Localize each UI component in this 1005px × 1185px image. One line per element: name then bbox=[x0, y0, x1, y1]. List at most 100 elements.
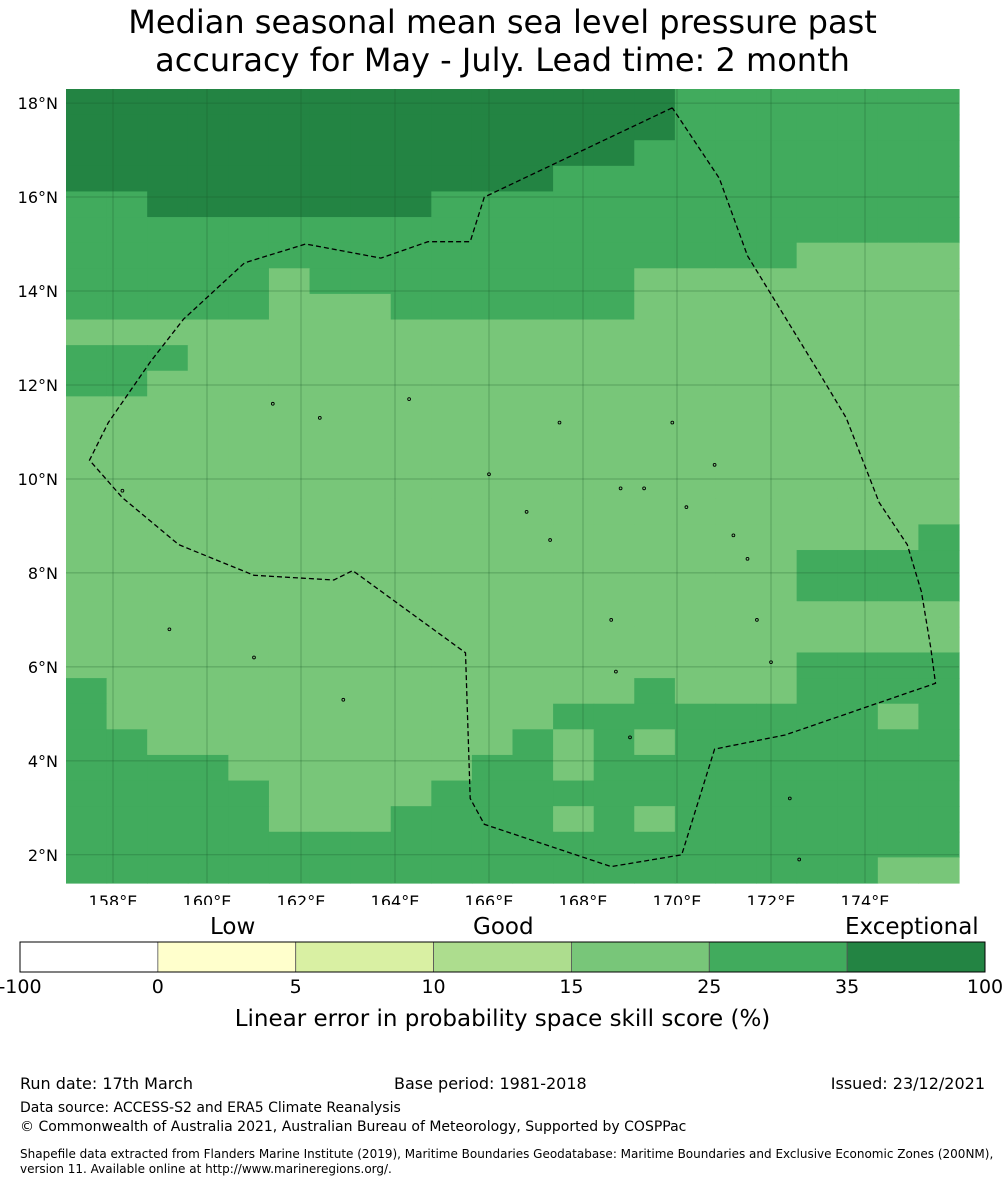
grid-cell bbox=[837, 780, 879, 807]
grid-cell bbox=[837, 140, 879, 167]
grid-cell bbox=[674, 678, 717, 705]
grid-cell bbox=[390, 524, 432, 551]
grid-cell bbox=[553, 754, 595, 782]
grid-cell bbox=[350, 831, 392, 858]
island-speck bbox=[618, 486, 623, 491]
grid-cell bbox=[268, 678, 311, 705]
colorbar-segment bbox=[708, 941, 848, 973]
grid-cell bbox=[715, 780, 757, 807]
grid-cell bbox=[471, 473, 514, 500]
grid-cell bbox=[593, 345, 635, 372]
grid-cell bbox=[471, 550, 514, 577]
colorbar-segment bbox=[433, 941, 572, 973]
grid-cell bbox=[309, 703, 351, 730]
island-speck bbox=[252, 655, 256, 660]
colorbar-label-low: Low bbox=[210, 914, 256, 940]
y-tick-label: 6°N bbox=[28, 658, 58, 677]
grid-cell bbox=[918, 831, 960, 858]
grid-cell bbox=[715, 857, 757, 884]
grid-cell bbox=[796, 703, 838, 730]
grid-cell bbox=[309, 293, 351, 321]
x-tick-label: 160°E bbox=[183, 892, 232, 905]
grid-cell bbox=[431, 421, 473, 449]
grid-cell bbox=[918, 626, 960, 654]
grid-cell bbox=[512, 268, 554, 295]
grid-cell bbox=[431, 729, 473, 756]
grid-cell bbox=[471, 498, 514, 526]
grid-cell bbox=[756, 575, 798, 602]
grid-cell bbox=[309, 242, 351, 269]
grid-cell bbox=[634, 626, 676, 654]
grid-cell bbox=[471, 652, 514, 679]
grid-cell bbox=[309, 729, 351, 756]
grid-cell bbox=[877, 140, 920, 167]
grid-cell bbox=[877, 242, 920, 269]
grid-cell bbox=[674, 268, 717, 295]
grid-cell bbox=[756, 165, 798, 193]
grid-cell bbox=[390, 89, 432, 116]
grid-cell bbox=[674, 217, 717, 244]
grid-cell bbox=[553, 550, 595, 577]
grid-cell bbox=[512, 217, 554, 244]
grid-cell bbox=[512, 575, 554, 602]
grid-cell bbox=[756, 857, 798, 884]
grid-cell bbox=[187, 754, 229, 782]
grid-cell bbox=[796, 140, 838, 167]
grid-cell bbox=[66, 550, 108, 577]
grid-cell bbox=[593, 652, 635, 679]
grid-cell bbox=[553, 703, 595, 730]
grid-cell bbox=[228, 140, 270, 167]
grid-cell bbox=[147, 242, 189, 269]
grid-cell bbox=[553, 806, 595, 833]
grid-cell bbox=[187, 524, 229, 551]
grid-cell bbox=[471, 89, 514, 116]
island-speck bbox=[731, 533, 736, 538]
grid-cell bbox=[390, 498, 432, 526]
grid-cell bbox=[553, 345, 595, 372]
grid-cell bbox=[350, 345, 392, 372]
island-speck bbox=[487, 472, 491, 477]
grid-cell bbox=[147, 165, 189, 193]
island-speck bbox=[712, 463, 717, 467]
grid-cell bbox=[634, 524, 676, 551]
grid-cell bbox=[877, 626, 920, 654]
grid-cell bbox=[147, 473, 189, 500]
grid-cell bbox=[634, 498, 676, 526]
grid-cell bbox=[634, 754, 676, 782]
grid-cell bbox=[674, 601, 717, 628]
grid-cell bbox=[66, 754, 108, 782]
grid-cell bbox=[715, 754, 757, 782]
grid-cell bbox=[837, 857, 879, 884]
grid-cell bbox=[796, 831, 838, 858]
grid-cell bbox=[553, 498, 595, 526]
grid-cell bbox=[350, 396, 392, 423]
grid-cell bbox=[268, 293, 311, 321]
grid-cell bbox=[593, 396, 635, 423]
grid-cell bbox=[66, 421, 108, 449]
grid-cell bbox=[309, 806, 351, 833]
grid-cell bbox=[796, 89, 838, 116]
grid-cell bbox=[66, 217, 108, 244]
grid-cell bbox=[228, 524, 270, 551]
colorbar-segment bbox=[157, 941, 297, 973]
grid-cell bbox=[512, 703, 554, 730]
grid-cell bbox=[877, 89, 920, 116]
grid-cell bbox=[553, 652, 595, 679]
grid-cell bbox=[918, 191, 960, 218]
grid-cell bbox=[593, 575, 635, 602]
colorbar-tick-label: 35 bbox=[835, 976, 860, 998]
grid-cell bbox=[756, 831, 798, 858]
grid-cell bbox=[187, 345, 229, 372]
grid-cell bbox=[512, 396, 554, 423]
grid-cell bbox=[431, 114, 473, 141]
grid-cell bbox=[350, 473, 392, 500]
grid-cell bbox=[106, 498, 148, 526]
colorbar-segment bbox=[295, 941, 434, 973]
grid-cell bbox=[147, 319, 189, 346]
grid-cell bbox=[431, 345, 473, 372]
grid-cell bbox=[634, 652, 676, 679]
grid-cell bbox=[431, 217, 473, 244]
grid-cell bbox=[106, 140, 148, 167]
grid-cell bbox=[877, 652, 920, 679]
grid-cell bbox=[106, 601, 148, 628]
